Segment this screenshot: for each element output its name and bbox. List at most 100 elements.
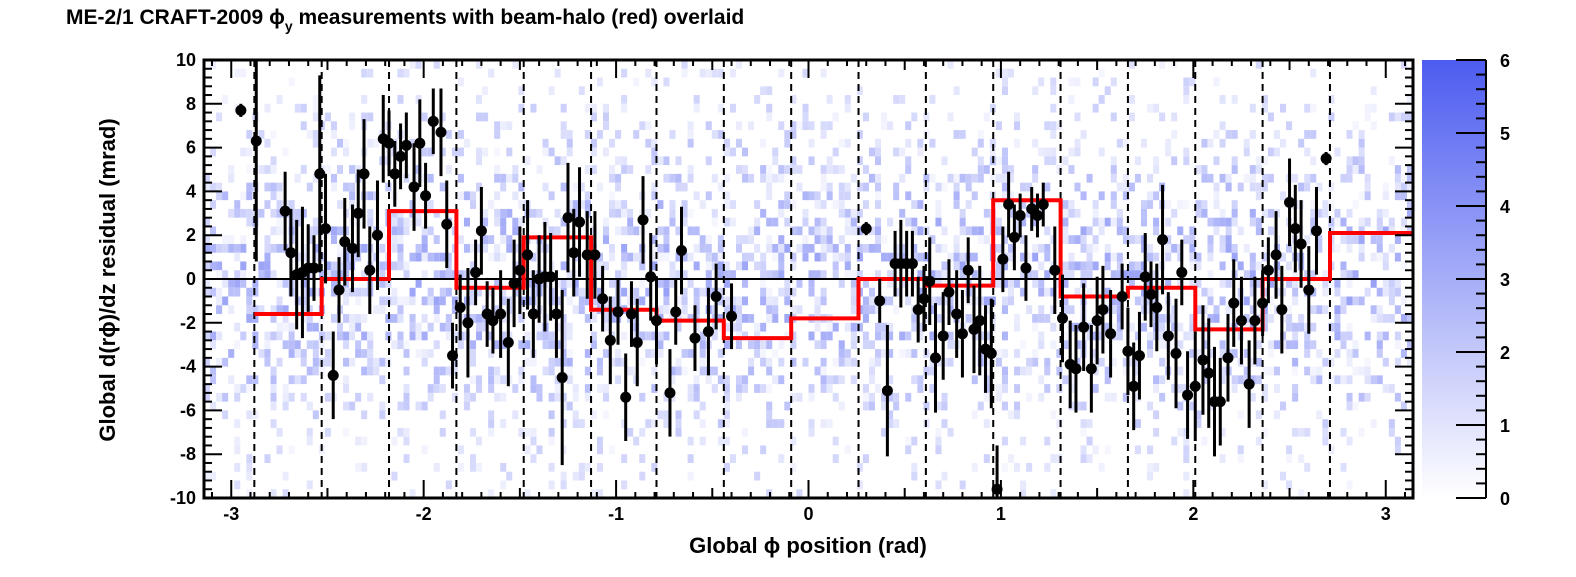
heatmap-cell bbox=[723, 392, 730, 402]
heatmap-cell bbox=[409, 60, 416, 69]
heatmap-cell bbox=[1080, 226, 1087, 236]
heatmap-cell bbox=[875, 173, 882, 183]
heatmap-cell bbox=[754, 95, 761, 104]
heatmap-cell bbox=[862, 200, 869, 209]
heatmap-cell bbox=[282, 384, 289, 393]
heatmap-cell bbox=[893, 401, 900, 411]
heatmap-cell bbox=[1032, 243, 1039, 253]
heatmap-cell bbox=[1352, 165, 1359, 174]
heatmap-cell bbox=[820, 68, 827, 78]
heatmap-cell bbox=[476, 95, 483, 104]
heatmap-cell bbox=[615, 182, 622, 192]
heatmap-cell bbox=[663, 77, 670, 87]
heatmap-cell bbox=[1292, 331, 1299, 341]
heatmap-cell bbox=[723, 401, 730, 411]
heatmap-cell bbox=[415, 243, 422, 253]
heatmap-cell bbox=[1147, 445, 1154, 455]
data-point bbox=[710, 291, 722, 303]
heatmap-cell bbox=[439, 182, 446, 192]
heatmap-cell bbox=[1219, 243, 1226, 253]
heatmap-cell bbox=[1062, 217, 1069, 227]
heatmap-cell bbox=[1310, 173, 1317, 183]
heatmap-cell bbox=[264, 138, 271, 148]
heatmap-cell bbox=[687, 208, 694, 218]
heatmap-cell bbox=[373, 305, 380, 315]
heatmap-cell bbox=[210, 226, 217, 236]
heatmap-cell bbox=[1261, 252, 1268, 262]
heatmap-cell bbox=[766, 384, 773, 393]
heatmap-cell bbox=[379, 410, 386, 420]
heatmap-cell bbox=[234, 279, 241, 288]
heatmap-cell bbox=[276, 331, 283, 341]
heatmap-cell bbox=[1261, 384, 1268, 393]
heatmap-cell bbox=[796, 279, 803, 288]
heatmap-cell bbox=[433, 270, 440, 279]
heatmap-cell bbox=[252, 375, 259, 385]
heatmap-cell bbox=[657, 349, 664, 358]
heatmap-cell bbox=[228, 305, 235, 315]
heatmap-cell bbox=[451, 392, 458, 402]
heatmap-cell bbox=[995, 243, 1002, 253]
data-point bbox=[320, 223, 332, 235]
heatmap-cell bbox=[651, 235, 658, 244]
data-point bbox=[1222, 352, 1234, 364]
heatmap-cell bbox=[790, 200, 797, 209]
heatmap-cell bbox=[1346, 156, 1353, 166]
heatmap-cell bbox=[742, 173, 749, 183]
heatmap-cell bbox=[578, 419, 585, 428]
heatmap-cell bbox=[343, 427, 350, 437]
heatmap-cell bbox=[1128, 95, 1135, 104]
heatmap-cell bbox=[760, 165, 767, 174]
heatmap-cell bbox=[288, 445, 295, 455]
heatmap-cell bbox=[935, 270, 942, 279]
heatmap-cell bbox=[717, 261, 724, 271]
heatmap-cell bbox=[1273, 147, 1280, 157]
heatmap-cell bbox=[1038, 392, 1045, 402]
heatmap-cell bbox=[1376, 305, 1383, 315]
heatmap-cell bbox=[421, 445, 428, 455]
heatmap-cell bbox=[766, 314, 773, 323]
heatmap-cell bbox=[1382, 331, 1389, 341]
heatmap-cell bbox=[312, 95, 319, 104]
data-point bbox=[395, 150, 407, 162]
heatmap-cell bbox=[820, 340, 827, 350]
heatmap-cell bbox=[1014, 410, 1021, 420]
heatmap-cell bbox=[1292, 357, 1299, 367]
heatmap-cell bbox=[276, 427, 283, 437]
heatmap-cell bbox=[560, 121, 567, 131]
heatmap-cell bbox=[264, 103, 271, 113]
heatmap-cell bbox=[415, 279, 422, 288]
heatmap-cell bbox=[1001, 173, 1008, 183]
heatmap-cell bbox=[947, 112, 954, 122]
heatmap-cell bbox=[911, 471, 918, 481]
heatmap-cell bbox=[784, 331, 791, 341]
heatmap-cell bbox=[445, 261, 452, 271]
heatmap-cell bbox=[512, 226, 519, 236]
heatmap-cell bbox=[651, 191, 658, 201]
heatmap-cell bbox=[687, 314, 694, 323]
colorbar-tick-label: 5 bbox=[1500, 124, 1510, 144]
data-point bbox=[527, 308, 539, 320]
data-point bbox=[435, 126, 447, 138]
heatmap-cell bbox=[1086, 454, 1093, 463]
heatmap-cell bbox=[621, 200, 628, 209]
heatmap-cell bbox=[336, 243, 344, 253]
heatmap-cell bbox=[1032, 322, 1039, 332]
heatmap-cell bbox=[1159, 357, 1166, 367]
heatmap-cell bbox=[602, 410, 610, 420]
heatmap-cell bbox=[391, 314, 398, 323]
heatmap-cell bbox=[790, 331, 797, 341]
heatmap-cell bbox=[246, 217, 253, 227]
heatmap-cell bbox=[856, 243, 863, 253]
heatmap-cell bbox=[723, 410, 730, 420]
heatmap-cell bbox=[621, 156, 628, 166]
heatmap-cell bbox=[1334, 322, 1341, 332]
data-point bbox=[929, 352, 941, 364]
heatmap-cell bbox=[995, 173, 1002, 183]
heatmap-cell bbox=[1346, 436, 1353, 446]
heatmap-cell bbox=[663, 243, 670, 253]
heatmap-cell bbox=[324, 112, 331, 122]
heatmap-cell bbox=[566, 401, 573, 411]
heatmap-cell bbox=[935, 208, 942, 218]
heatmap-cell bbox=[530, 454, 537, 463]
